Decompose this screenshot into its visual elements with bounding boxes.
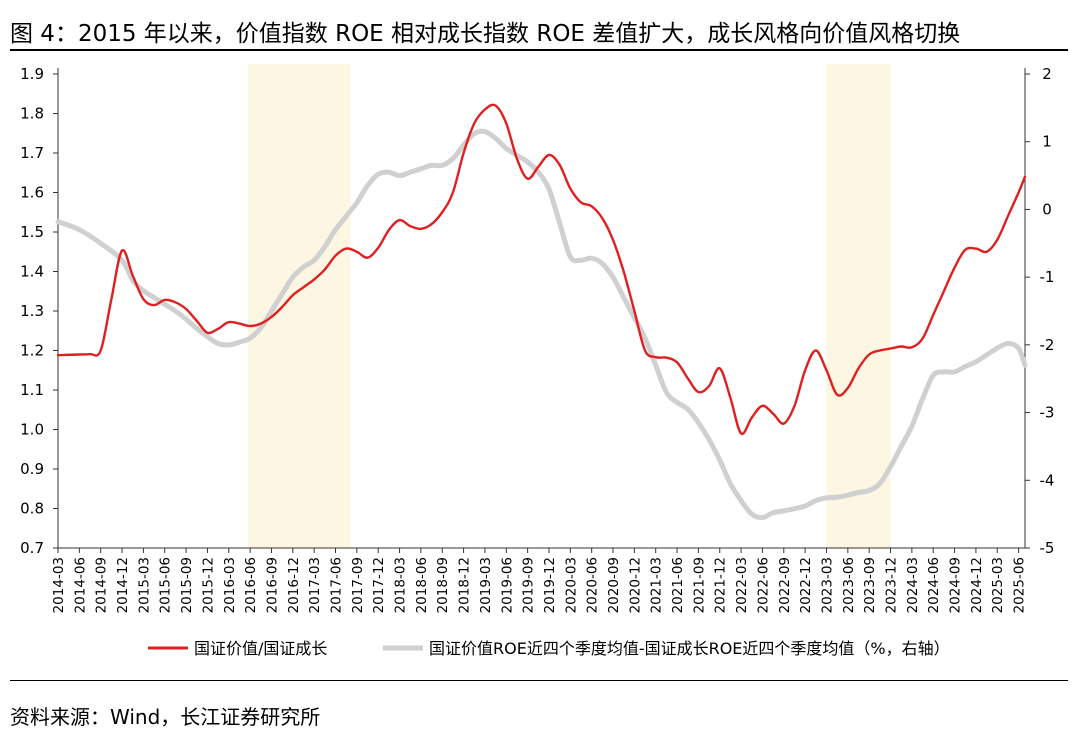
x-axis-tick-label: 2016-06: [243, 557, 259, 613]
left-axis-tick-label: 0.9: [20, 460, 44, 478]
right-axis-tick-label: -1: [1040, 268, 1055, 286]
left-axis-tick-label: 1.5: [20, 223, 44, 241]
x-axis-tick-label: 2018-09: [435, 557, 451, 613]
left-axis-tick-label: 0.7: [20, 539, 44, 557]
left-axis-tick-label: 1.9: [20, 65, 44, 83]
left-axis-tick-label: 0.8: [20, 500, 44, 518]
x-axis-tick-label: 2025-03: [990, 557, 1006, 613]
figure-title: 图 4：2015 年以来，价值指数 ROE 相对成长指数 ROE 差值扩大，成长…: [10, 21, 961, 47]
x-axis-tick-label: 2015-12: [200, 557, 216, 613]
x-axis-tick-label: 2018-12: [457, 557, 473, 613]
x-axis-tick-label: 2017-06: [329, 557, 345, 613]
x-axis-tick-label: 2017-03: [307, 557, 323, 613]
x-axis-tick-label: 2023-09: [862, 557, 878, 613]
right-axis-tick-label: -5: [1040, 539, 1055, 557]
left-axis-tick-label: 1.3: [20, 302, 44, 320]
x-axis-tick-label: 2020-09: [606, 557, 622, 613]
x-axis-tick-label: 2022-12: [798, 557, 814, 613]
x-axis-tick-label: 2019-12: [542, 557, 558, 613]
series-lines: [55, 103, 1028, 521]
right-axis-tick-label: 1: [1042, 133, 1052, 151]
shaded-period-2: [826, 64, 891, 548]
x-axis-tick-label: 2015-09: [179, 557, 195, 613]
x-axis-tick-label: 2023-03: [819, 557, 835, 613]
left-axis-tick-label: 1.4: [20, 263, 44, 281]
x-axis-tick-label: 2014-12: [115, 557, 131, 613]
x-axis-tick-label: 2023-06: [841, 557, 857, 613]
x-axis-tick-label: 2025-06: [1012, 557, 1028, 613]
x-axis-tick-label: 2020-06: [585, 557, 601, 613]
left-axis-tick-label: 1.7: [20, 144, 44, 162]
x-axis-tick-label: 2020-12: [627, 557, 643, 613]
x-axis-tick-label: 2020-03: [563, 557, 579, 613]
x-axis-tick-label: 2021-06: [670, 557, 686, 613]
x-axis-tick-label: 2019-09: [521, 557, 537, 613]
legend: 国证价值/国证成长 国证价值ROE近四个季度均值-国证成长ROE近四个季度均值（…: [148, 639, 950, 658]
chart: 0.7 0.8 0.9 1.0 1.1 1.2 1.3 1.4 1.5 1.6 1.7 1.8 1.9 -…: [20, 64, 1054, 658]
x-axis-tick-label: 2014-09: [94, 557, 110, 613]
x-axis-tick-label: 2022-03: [734, 557, 750, 613]
x-axis-tick-label: 2024-06: [926, 557, 942, 613]
right-axis-tick-label: 2: [1042, 65, 1052, 83]
x-axis-tick-label: 2019-03: [478, 557, 494, 613]
x-axis-tick-label: 2018-03: [393, 557, 409, 613]
x-axis-tick-label: 2021-12: [713, 557, 729, 613]
x-axis-tick-label: 2015-06: [158, 557, 174, 613]
shaded-periods: [247, 64, 891, 548]
x-axis-tick-label: 2017-09: [350, 557, 366, 613]
x-axis-tick-label: 2019-06: [499, 557, 515, 613]
series-line-value-growth: [56, 103, 1027, 436]
x-axis-tick-label: 2018-06: [414, 557, 430, 613]
x-axis-tick-label: 2014-06: [72, 557, 88, 613]
left-axis-tick-label: 1.6: [20, 184, 44, 202]
left-axis-tick-label: 1.8: [20, 105, 44, 123]
x-axis-tick-label: 2024-12: [969, 557, 985, 613]
x-axis-tick-label: 2021-03: [649, 557, 665, 613]
right-axis-tick-label: 0: [1042, 200, 1052, 218]
right-axis-tick-label: -3: [1040, 404, 1055, 422]
x-axis-tick-label: 2022-06: [755, 557, 771, 613]
legend-label-value-growth: 国证价值/国证成长: [194, 639, 327, 658]
x-axis-tick-label: 2022-09: [777, 557, 793, 613]
title-divider: [10, 49, 1068, 51]
x-axis-tick-label: 2017-12: [371, 557, 387, 613]
legend-label-roe-diff: 国证价值ROE近四个季度均值-国证成长ROE近四个季度均值（%，右轴）: [429, 639, 950, 658]
x-axis-tick-label: 2016-03: [222, 557, 238, 613]
left-axis-tick-label: 1.2: [20, 342, 44, 360]
source-note: 资料来源：Wind，长江证券研究所: [10, 705, 321, 729]
x-axis-tick-label: 2016-09: [264, 557, 280, 613]
x-axis-tick-label: 2015-03: [136, 557, 152, 613]
shaded-period-1: [247, 64, 351, 548]
source-divider: [10, 680, 1068, 681]
x-axis-tick-label: 2016-12: [286, 557, 302, 613]
x-axis-tick-label: 2024-03: [905, 557, 921, 613]
left-axis-tick-label: 1.0: [20, 421, 44, 439]
left-axis-tick-label: 1.1: [20, 381, 44, 399]
x-axis-tick-label: 2021-09: [691, 557, 707, 613]
axes: 0.7 0.8 0.9 1.0 1.1 1.2 1.3 1.4 1.5 1.6 1.7 1.8 1.9 -…: [20, 65, 1054, 613]
series-line-roe-diff: [55, 128, 1028, 521]
x-axis-tick-label: 2023-12: [884, 557, 900, 613]
x-axis-tick-label: 2014-03: [51, 557, 67, 613]
right-axis-tick-label: -2: [1040, 336, 1055, 354]
x-axis-tick-label: 2024-09: [948, 557, 964, 613]
right-axis-tick-label: -4: [1040, 471, 1055, 489]
